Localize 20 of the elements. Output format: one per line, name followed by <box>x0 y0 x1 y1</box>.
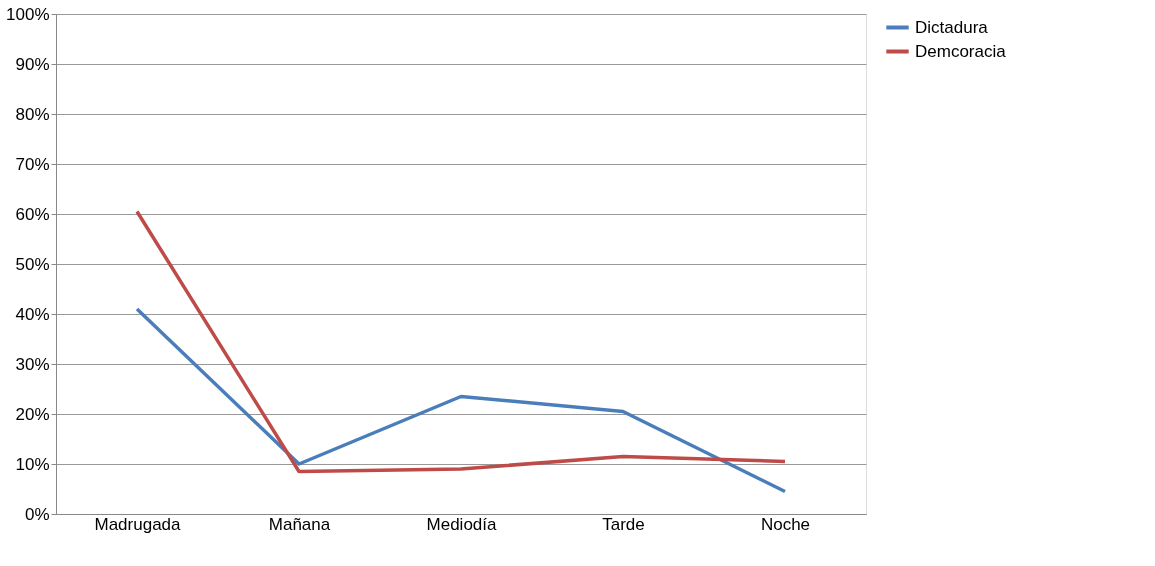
y-tick-label: 90% <box>15 54 50 74</box>
y-tick-label: 30% <box>15 354 50 374</box>
line-series <box>135 209 787 474</box>
y-tick-label: 40% <box>15 304 50 324</box>
legend-label: Demcoracia <box>915 41 1007 61</box>
x-tick-label: Tarde <box>602 514 645 534</box>
line-series <box>135 307 787 494</box>
y-tick-label: 0% <box>24 504 50 524</box>
y-tick-label: 20% <box>15 404 50 424</box>
y-tick-label: 50% <box>15 254 50 274</box>
x-tick-label: Madrugada <box>94 514 182 534</box>
y-tick-label: 100% <box>6 4 50 24</box>
x-tick-label: Mañana <box>268 514 331 534</box>
y-tick-label: 80% <box>15 104 50 124</box>
y-tick-label: 60% <box>15 204 50 224</box>
y-tick-label: 70% <box>15 154 50 174</box>
y-tick-label: 10% <box>15 454 50 474</box>
legend-label: Dictadura <box>915 17 989 37</box>
x-tick-label: Mediodía <box>426 514 498 534</box>
x-tick-label: Noche <box>760 514 811 534</box>
